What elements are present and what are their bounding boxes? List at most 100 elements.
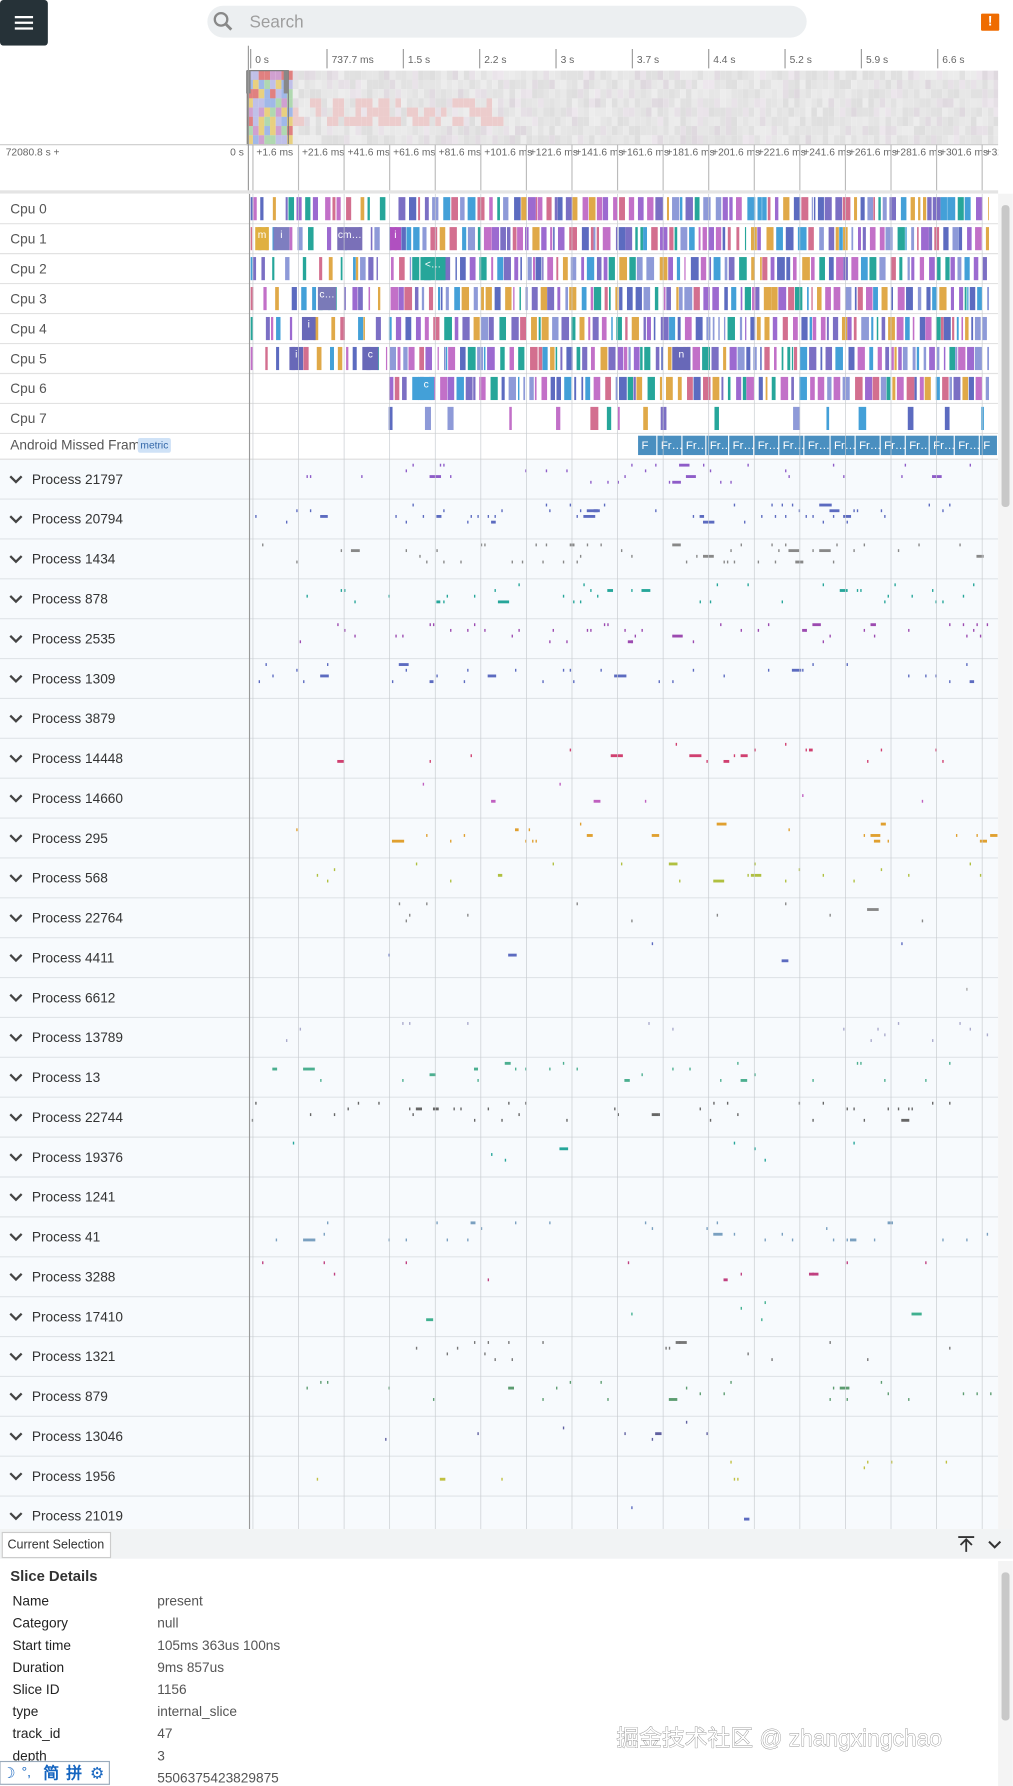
expand-chevron[interactable] bbox=[9, 515, 23, 524]
expand-chevron[interactable] bbox=[9, 1113, 23, 1122]
cpu-slice bbox=[762, 257, 768, 281]
overview-cell bbox=[412, 98, 419, 108]
process-name[interactable]: Process 14448 bbox=[32, 751, 123, 766]
process-name[interactable]: Process 879 bbox=[32, 1389, 108, 1404]
process-name[interactable]: Process 13046 bbox=[32, 1429, 123, 1444]
process-name[interactable]: Process 14660 bbox=[32, 791, 124, 806]
expand-chevron[interactable] bbox=[9, 1392, 23, 1401]
cpu-slice bbox=[842, 376, 850, 401]
process-name[interactable]: Process 878 bbox=[32, 592, 108, 607]
scrollbar-thumb[interactable] bbox=[1001, 205, 1010, 508]
process-name[interactable]: Process 1956 bbox=[32, 1469, 116, 1484]
expand-chevron[interactable] bbox=[9, 914, 23, 923]
expand-chevron[interactable] bbox=[9, 1233, 23, 1242]
scrollbar-track[interactable] bbox=[998, 193, 1013, 1530]
cpu-slice bbox=[556, 376, 561, 401]
process-name[interactable]: Process 3288 bbox=[32, 1269, 116, 1284]
process-name[interactable]: Process 22744 bbox=[32, 1110, 124, 1125]
overview-cell bbox=[987, 98, 994, 108]
process-name[interactable]: Process 568 bbox=[32, 871, 108, 886]
expand-chevron[interactable] bbox=[9, 1033, 23, 1042]
process-name[interactable]: Process 20794 bbox=[32, 512, 124, 527]
process-slice bbox=[785, 469, 787, 473]
expand-chevron[interactable] bbox=[9, 754, 23, 763]
process-name[interactable]: Process 21797 bbox=[32, 472, 123, 487]
expand-chevron[interactable] bbox=[9, 555, 23, 564]
process-name[interactable]: Process 1434 bbox=[32, 552, 116, 567]
process-name[interactable]: Process 4411 bbox=[32, 950, 115, 965]
cpu-slice bbox=[900, 197, 907, 221]
overview-cell bbox=[571, 126, 578, 136]
expand-chevron[interactable] bbox=[9, 1512, 23, 1521]
alert-icon[interactable] bbox=[981, 13, 1000, 31]
expand-chevron[interactable] bbox=[9, 674, 23, 683]
expand-chevron[interactable] bbox=[9, 1273, 23, 1282]
process-slice bbox=[843, 515, 852, 518]
cpu-slice bbox=[331, 316, 336, 341]
cpu-slice bbox=[479, 257, 487, 281]
process-name[interactable]: Process 21019 bbox=[32, 1509, 123, 1524]
overview-cell bbox=[589, 89, 595, 99]
process-slice bbox=[935, 600, 937, 604]
process-name[interactable]: Process 13789 bbox=[32, 1030, 123, 1045]
expand-chevron[interactable] bbox=[9, 1153, 23, 1162]
expand-chevron[interactable] bbox=[9, 1432, 23, 1441]
overview-cell bbox=[537, 89, 544, 99]
expand-chevron[interactable] bbox=[9, 714, 23, 723]
overview-cell bbox=[748, 126, 755, 136]
process-name[interactable]: Process 1309 bbox=[32, 671, 116, 686]
expand-chevron[interactable] bbox=[9, 1312, 23, 1322]
expand-chevron[interactable] bbox=[9, 1472, 23, 1481]
process-name[interactable]: Process 295 bbox=[32, 831, 108, 846]
ime-moon[interactable]: ☽ bbox=[2, 1766, 15, 1782]
overview-cell bbox=[993, 98, 999, 108]
ime-settings[interactable]: ⚙ bbox=[90, 1765, 104, 1782]
process-name[interactable]: Process 41 bbox=[32, 1230, 100, 1245]
expand-chevron[interactable] bbox=[9, 794, 23, 803]
process-name[interactable]: Process 1321 bbox=[32, 1349, 116, 1364]
cpu-slice bbox=[727, 316, 735, 341]
process-name[interactable]: Process 2535 bbox=[32, 631, 116, 646]
process-name[interactable]: Process 6612 bbox=[32, 990, 116, 1005]
process-name[interactable]: Process 1241 bbox=[32, 1190, 116, 1205]
process-name[interactable]: Process 19376 bbox=[32, 1150, 123, 1165]
cpu-slice bbox=[866, 287, 873, 311]
overview-cell bbox=[685, 89, 692, 99]
search-box[interactable] bbox=[207, 5, 807, 38]
panel-collapse-icon[interactable] bbox=[988, 1540, 1002, 1549]
ime-button[interactable]: 简 bbox=[43, 1763, 59, 1782]
panel-scroll-thumb[interactable] bbox=[1001, 1572, 1010, 1721]
selection-tab[interactable] bbox=[1, 1531, 112, 1559]
overview-cell bbox=[862, 107, 869, 117]
expand-chevron[interactable] bbox=[9, 874, 23, 883]
expand-chevron[interactable] bbox=[9, 954, 23, 963]
ime-punct[interactable]: °, bbox=[22, 1765, 31, 1780]
process-slice bbox=[655, 509, 657, 513]
time-tick-label: +241.6 ms bbox=[803, 147, 851, 158]
overview-cell bbox=[469, 116, 476, 127]
expand-chevron[interactable] bbox=[9, 595, 23, 604]
expand-chevron[interactable] bbox=[9, 1352, 23, 1361]
expand-chevron[interactable] bbox=[9, 1073, 23, 1082]
expand-chevron[interactable] bbox=[9, 475, 23, 484]
overview-cell bbox=[583, 135, 590, 145]
process-slice bbox=[593, 799, 601, 803]
process-name[interactable]: Process 13 bbox=[32, 1070, 100, 1085]
overview-cell bbox=[646, 79, 652, 90]
panel-top-icon[interactable] bbox=[958, 1536, 975, 1552]
expand-chevron[interactable] bbox=[9, 834, 23, 843]
overview-cell bbox=[315, 116, 322, 127]
selection-tab-label[interactable]: Current Selection bbox=[7, 1537, 104, 1551]
overview-cell bbox=[537, 116, 544, 127]
ime-button[interactable]: 拼 bbox=[66, 1763, 82, 1782]
expand-chevron[interactable] bbox=[9, 634, 23, 644]
process-name[interactable]: Process 3879 bbox=[32, 711, 116, 726]
expand-chevron[interactable] bbox=[9, 1193, 23, 1202]
overview-cell bbox=[429, 89, 436, 99]
process-slice bbox=[884, 1079, 886, 1082]
cpu-slice bbox=[586, 257, 595, 281]
expand-chevron[interactable] bbox=[9, 993, 23, 1003]
process-name[interactable]: Process 17410 bbox=[32, 1309, 124, 1324]
cpu-slice bbox=[825, 287, 831, 311]
process-name[interactable]: Process 22764 bbox=[32, 911, 124, 926]
